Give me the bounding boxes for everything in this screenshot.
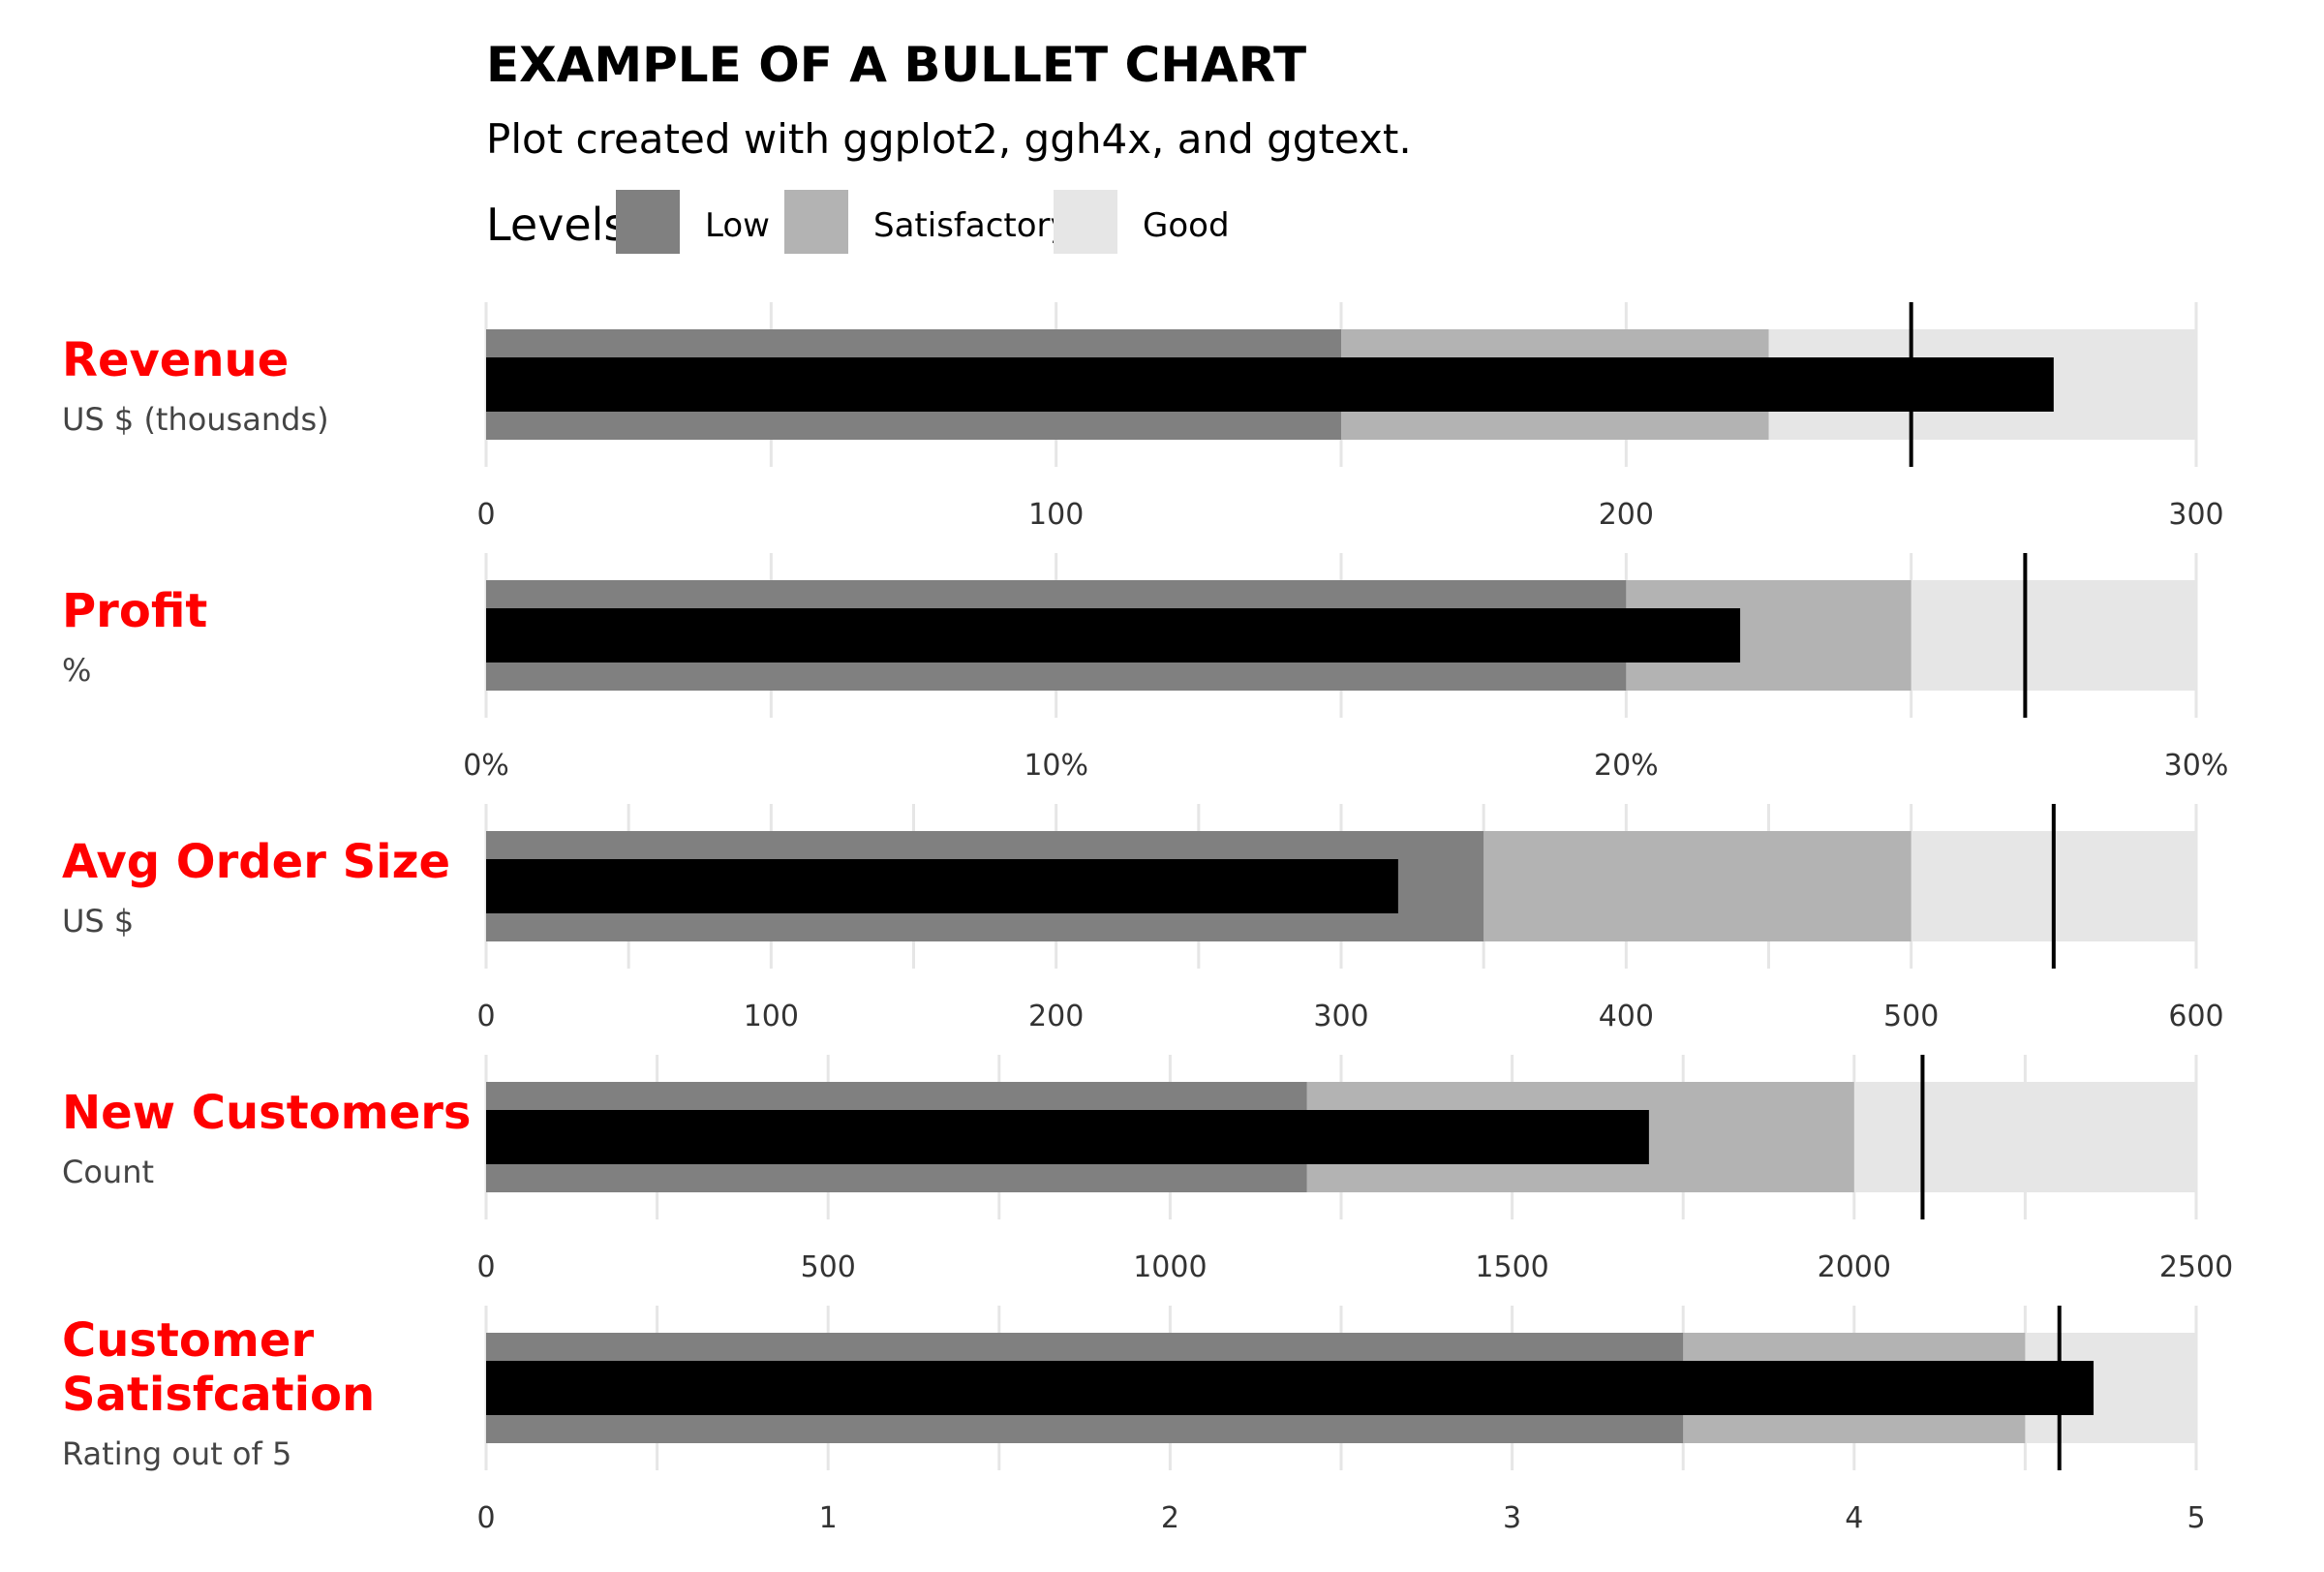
tick-label: 500 <box>801 1250 856 1284</box>
tick-label: 0 <box>476 498 495 532</box>
legend-key-satisfactory <box>784 190 848 254</box>
metric-unit: % <box>62 652 91 689</box>
value-bar <box>486 859 1398 913</box>
band-good <box>1911 580 2196 691</box>
value-bar <box>486 1110 1649 1164</box>
tick-label: 2500 <box>2159 1250 2233 1284</box>
tick-label: 300 <box>2168 498 2223 532</box>
tick-label: 400 <box>1599 1000 1654 1033</box>
tick-label: 3 <box>1503 1501 1521 1535</box>
bullet-panel-4: 0 500 1000 1500 2000 2500 New Customers Count <box>62 1055 2233 1284</box>
value-bar <box>486 1361 2095 1415</box>
tick-label: 0% <box>463 749 509 783</box>
legend-key-good <box>1054 190 1117 254</box>
metric-unit: Rating out of 5 <box>62 1435 291 1472</box>
metric-unit: Count <box>62 1154 154 1190</box>
tick-label: 100 <box>1028 498 1084 532</box>
legend-label-good: Good <box>1143 206 1230 245</box>
tick-label: 100 <box>744 1000 799 1033</box>
tick-label: 200 <box>1028 1000 1084 1033</box>
legend-label-low: Low <box>705 206 770 245</box>
tick-label: 30% <box>2164 749 2229 783</box>
bullet-panel-1: 0 100 200 300 Revenue US $ (thousands) <box>62 302 2224 532</box>
tick-label: 300 <box>1313 1000 1368 1033</box>
tick-label: 600 <box>2168 1000 2223 1033</box>
metric-name: Avg Order Size <box>62 835 450 889</box>
metric-unit: US $ (thousands) <box>62 401 329 438</box>
metric-name: Customer <box>62 1313 314 1368</box>
tick-label: 10% <box>1024 749 1088 783</box>
tick-label: 1500 <box>1475 1250 1548 1284</box>
value-bar <box>486 357 2054 412</box>
tick-label: 5 <box>2186 1501 2205 1535</box>
metric-name: New Customers <box>62 1086 471 1140</box>
band-satisfactory <box>1483 831 1911 941</box>
tick-label: 2000 <box>1818 1250 1891 1284</box>
metric-name: Revenue <box>62 333 289 387</box>
metric-name: Satisfcation <box>62 1368 375 1422</box>
metric-name: Profit <box>62 584 207 638</box>
chart-subtitle: Plot created with ggplot2, ggh4x, and gg… <box>486 115 1412 163</box>
legend-label-satisfactory: Satisfactory <box>873 206 1070 245</box>
tick-label: 1 <box>819 1501 838 1535</box>
bullet-panel-3: 0 100 200 300 400 500 600 Avg Order Size US $ <box>62 804 2224 1033</box>
chart-title: EXAMPLE OF A BULLET CHART <box>486 37 1306 93</box>
tick-label: 4 <box>1845 1501 1863 1535</box>
tick-label: 2 <box>1161 1501 1179 1535</box>
value-bar <box>486 608 1741 663</box>
band-good <box>1853 1082 2196 1192</box>
tick-label: 500 <box>1883 1000 1939 1033</box>
metric-unit: US $ <box>62 903 134 940</box>
tick-label: 0 <box>476 1501 495 1535</box>
tick-label: 1000 <box>1133 1250 1207 1284</box>
bullet-panel-2: 0% 10% 20% 30% Profit% <box>62 553 2228 783</box>
tick-label: 200 <box>1599 498 1654 532</box>
legend-key-low <box>616 190 680 254</box>
tick-label: 20% <box>1594 749 1659 783</box>
legend-title: Levels <box>486 199 627 251</box>
legend: Levels Low Satisfactory Good <box>486 190 1230 254</box>
tick-label: 0 <box>476 1000 495 1033</box>
tick-label: 0 <box>476 1250 495 1284</box>
